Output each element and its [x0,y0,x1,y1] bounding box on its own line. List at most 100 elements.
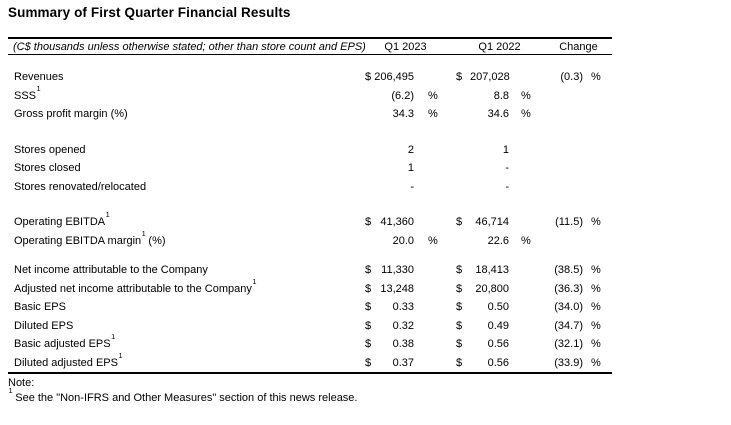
value-q1-2023: 206,495 [374,71,414,84]
dollar-sign-q1-2022: $ [456,319,463,332]
value-q1-2023: 20.0 [392,234,414,247]
table-row: Net income attributable to the Company $1… [8,261,612,280]
table-row: Diluted adjusted EPS1 $0.37 $0.56 (33.9)% [8,351,612,373]
row-label-text: Operating EBITDA margin [14,234,142,247]
table-header-row: (C$ thousands unless otherwise stated; o… [8,39,612,55]
row-label-suffix: (%) [145,234,166,247]
value-q1-2023: 2 [407,143,414,156]
value-q1-2022: 20,800 [475,282,509,295]
row-label-text: Basic adjusted EPS [14,338,111,351]
row-label-text: Adjusted net income attributable to the … [14,282,252,295]
column-header-q1-2022: Q1 2022 [478,40,521,53]
row-label: Operating EBITDA1 [8,211,357,229]
value-change: (34.7) [554,319,583,332]
value-q1-2022: 18,413 [475,264,509,277]
table-row: Gross profit margin (%) 34.3% 34.6% [8,105,612,124]
dollar-sign-q1-2023: $ [365,282,372,295]
footnote-marker: 1 [111,332,116,342]
table-body: Revenues $206,495 $207,028 (0.3)% SSS1 (6.2)%… [8,55,612,372]
table-row: Operating EBITDA1 $41,360 $46,714 (11.5)% [8,211,612,232]
table-row: Stores renovated/relocated - - [8,178,612,197]
value-q1-2023: 41,360 [380,216,414,229]
table-row: Stores opened 2 1 [8,141,612,160]
dollar-sign-q1-2022: $ [456,282,463,295]
value-q1-2023: 0.33 [392,301,414,314]
note-label: Note: [8,377,35,389]
value-q1-2023: 34.3 [392,108,414,121]
row-label-text: Net income attributable to the Company [14,264,208,277]
dollar-sign-q1-2022: $ [456,264,463,277]
dollar-sign-q1-2023: $ [365,264,372,277]
value-q1-2022: 0.56 [487,338,509,351]
dollar-sign-q1-2023: $ [365,71,372,84]
value-change: (11.5) [555,216,583,229]
value-q1-2022: 0.49 [487,319,509,332]
table-row: Basic adjusted EPS1 $0.38 $0.56 (32.1)% [8,333,612,354]
dollar-sign-q1-2023: $ [365,356,372,369]
percent-sign-change: % [591,301,601,314]
value-q1-2023: (6.2) [391,89,414,102]
value-q1-2023: - [410,180,414,193]
percent-sign-change: % [591,356,601,369]
value-q1-2022: 46,714 [475,216,509,229]
row-label: Diluted EPS [8,320,357,332]
value-q1-2022: 34.6 [487,108,509,121]
footnote-marker: 1 [36,83,41,93]
row-label-text: Operating EBITDA [14,216,106,229]
row-label-text: SSS [14,89,37,102]
value-q1-2023: 0.37 [392,356,414,369]
percent-sign-change: % [591,71,601,84]
row-label: SSS1 [8,84,357,102]
value-change: (33.9) [554,356,583,369]
dollar-sign-q1-2022: $ [456,338,463,351]
table-section: Operating EBITDA1 $41,360 $46,714 (11.5)% Op… [8,211,612,250]
footnote-marker: 1 [141,228,146,238]
table-section: Revenues $206,495 $207,028 (0.3)% SSS1 (6.2)%… [8,68,612,124]
dollar-sign-q1-2022: $ [456,216,463,229]
value-q1-2022: 1 [502,143,509,156]
value-q1-2022: 0.56 [487,356,509,369]
row-label-text: Stores opened [14,143,86,156]
financial-results-table: (C$ thousands unless otherwise stated; o… [8,37,612,374]
table-caption: (C$ thousands unless otherwise stated; o… [13,40,366,53]
percent-sign-q1-2023: % [428,108,438,121]
row-label-text: Basic EPS [14,301,66,314]
footnote-marker: 1 [252,276,257,286]
value-change: (36.3) [554,282,583,295]
row-label-text: Diluted adjusted EPS [14,356,118,369]
row-label: Stores renovated/relocated [8,181,357,193]
footnote-marker: 1 [118,350,123,360]
value-change: (34.0) [554,301,583,314]
row-label-text: Revenues [14,71,64,84]
table-section: Stores opened 2 1 Stores closed 1 - Stores ren… [8,141,612,197]
value-change: (38.5) [554,264,583,277]
row-label: Basic adjusted EPS1 [8,333,357,351]
table-row: SSS1 (6.2)% 8.8% [8,84,612,106]
dollar-sign-q1-2023: $ [365,338,372,351]
percent-sign-change: % [591,319,601,332]
row-label: Net income attributable to the Company [8,264,357,276]
row-label: Diluted adjusted EPS1 [8,351,357,369]
percent-sign-change: % [591,338,601,351]
dollar-sign-q1-2023: $ [365,319,372,332]
value-q1-2022: - [505,162,509,175]
value-q1-2023: 13,248 [380,282,414,295]
dollar-sign-q1-2023: $ [365,301,372,314]
footnote: 1 See the "Non-IFRS and Other Measures" … [8,387,731,406]
row-label: Gross profit margin (%) [8,108,357,120]
value-q1-2023: 0.32 [392,319,414,332]
percent-sign-q1-2022: % [521,89,531,102]
percent-sign-q1-2023: % [428,234,438,247]
financial-summary-document: Summary of First Quarter Financial Resul… [8,5,731,406]
row-label: Stores closed [8,162,357,174]
percent-sign-q1-2022: % [521,108,531,121]
value-q1-2022: 0.50 [487,301,509,314]
footnote-marker: 1 [8,385,13,395]
value-q1-2023: 0.38 [392,338,414,351]
value-change: (32.1) [554,338,583,351]
page-title: Summary of First Quarter Financial Resul… [8,5,291,20]
dollar-sign-q1-2022: $ [456,301,463,314]
percent-sign-change: % [591,282,601,295]
footnote-text: See the "Non-IFRS and Other Measures" se… [15,392,358,404]
percent-sign-q1-2023: % [428,89,438,102]
